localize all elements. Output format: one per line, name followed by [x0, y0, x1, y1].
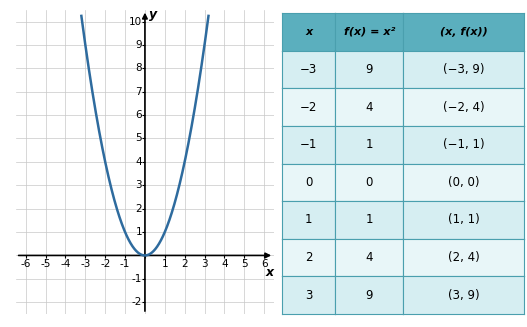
Text: 1: 1 — [365, 138, 373, 151]
Text: -3: -3 — [80, 259, 91, 269]
Text: f(x) = x²: f(x) = x² — [344, 27, 395, 37]
Text: 8: 8 — [135, 63, 142, 73]
Text: −1: −1 — [300, 138, 317, 151]
Text: -1: -1 — [132, 274, 142, 284]
Text: 9: 9 — [365, 289, 373, 301]
Text: 0: 0 — [305, 176, 313, 189]
Text: 2: 2 — [135, 204, 142, 214]
Text: 5: 5 — [241, 259, 248, 269]
Text: 3: 3 — [305, 289, 313, 301]
Text: -5: -5 — [41, 259, 51, 269]
Text: 1: 1 — [161, 259, 168, 269]
Text: 1: 1 — [135, 227, 142, 237]
Text: (3, 9): (3, 9) — [448, 289, 480, 301]
Text: 4: 4 — [365, 251, 373, 264]
Text: -4: -4 — [60, 259, 71, 269]
Text: -6: -6 — [21, 259, 31, 269]
Text: −3: −3 — [300, 63, 317, 76]
Text: 9: 9 — [135, 40, 142, 50]
Text: 3: 3 — [135, 180, 142, 190]
Text: -1: -1 — [120, 259, 130, 269]
Text: (−3, 9): (−3, 9) — [443, 63, 484, 76]
Text: -2: -2 — [100, 259, 110, 269]
Text: 4: 4 — [365, 101, 373, 113]
Text: (2, 4): (2, 4) — [448, 251, 480, 264]
Text: 6: 6 — [135, 110, 142, 120]
Text: 9: 9 — [365, 63, 373, 76]
Text: −2: −2 — [300, 101, 317, 113]
Text: 4: 4 — [135, 157, 142, 167]
Text: (−2, 4): (−2, 4) — [443, 101, 484, 113]
Text: 1: 1 — [305, 214, 313, 226]
Text: 4: 4 — [221, 259, 228, 269]
Text: 0: 0 — [366, 176, 373, 189]
Text: 7: 7 — [135, 87, 142, 97]
Text: -2: -2 — [132, 297, 142, 307]
Text: y: y — [149, 8, 157, 21]
Text: 6: 6 — [261, 259, 267, 269]
Text: 5: 5 — [135, 133, 142, 144]
Text: (0, 0): (0, 0) — [448, 176, 480, 189]
Text: (−1, 1): (−1, 1) — [443, 138, 484, 151]
Text: 10: 10 — [129, 16, 142, 26]
Text: (1, 1): (1, 1) — [448, 214, 480, 226]
Text: (x, f(x)): (x, f(x)) — [440, 27, 487, 37]
Text: 3: 3 — [201, 259, 208, 269]
Text: 2: 2 — [181, 259, 188, 269]
Text: x: x — [266, 266, 274, 279]
Text: 1: 1 — [365, 214, 373, 226]
Text: x: x — [305, 27, 312, 37]
Text: 2: 2 — [305, 251, 313, 264]
